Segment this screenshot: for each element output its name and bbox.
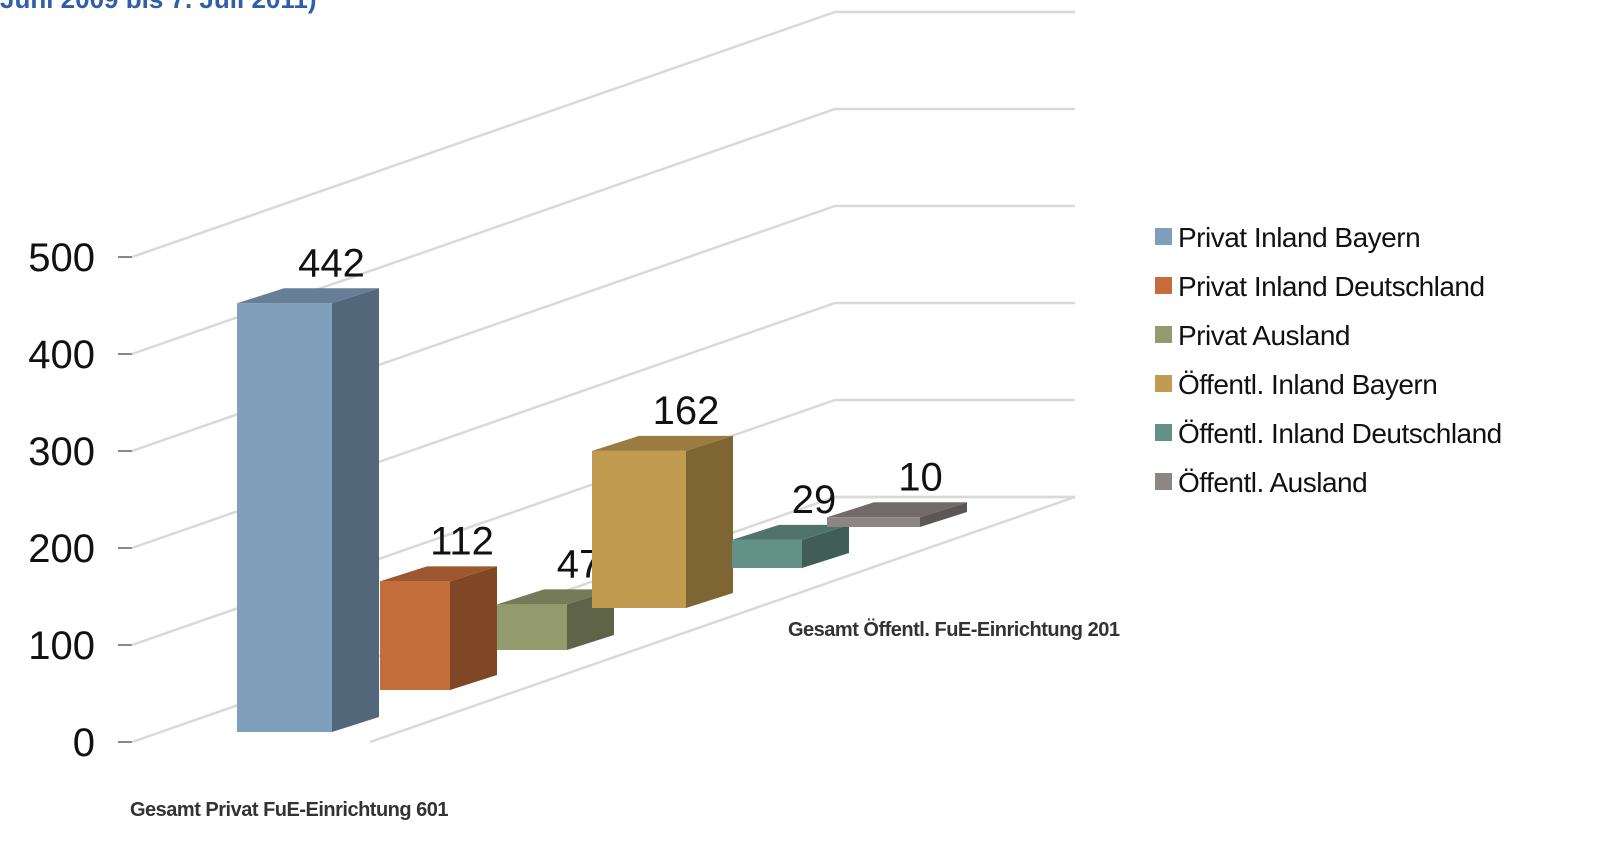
bar-side (920, 502, 967, 527)
y-tick-label: 0 (73, 721, 95, 765)
legend-swatch (1155, 473, 1172, 490)
y-tick-label: 400 (28, 333, 95, 377)
bar (237, 303, 332, 732)
bar (497, 604, 567, 650)
data-label: 29 (792, 478, 837, 522)
bar (732, 539, 802, 568)
legend-swatch (1155, 424, 1172, 441)
legend-label: Privat Inland Deutschland (1178, 271, 1485, 302)
legend-swatch (1155, 228, 1172, 245)
bar-side (332, 288, 379, 732)
legend-swatch (1155, 375, 1172, 392)
chart-title: Juni 2009 bis 7. Juli 2011) (0, 0, 317, 14)
bar-side (686, 435, 733, 608)
bar-top (732, 524, 849, 540)
bar-side (802, 524, 849, 568)
data-label: 442 (298, 241, 365, 285)
data-label: 10 (898, 455, 943, 499)
data-label: 162 (653, 389, 720, 433)
floor-edge (369, 495, 1076, 744)
y-tick-label: 200 (28, 527, 95, 571)
bar-top (827, 502, 967, 518)
legend-label: Öffentl. Inland Deutschland (1178, 418, 1502, 449)
legend-label: Privat Inland Bayern (1178, 222, 1420, 253)
legend-label: Öffentl. Inland Bayern (1178, 369, 1437, 400)
data-label: 112 (430, 519, 494, 563)
bar (592, 450, 686, 608)
y-tick-label: 500 (28, 236, 95, 280)
y-tick-label: 300 (28, 430, 95, 474)
bar (380, 581, 450, 690)
legend-label: Privat Ausland (1178, 320, 1350, 351)
bar-top (497, 589, 614, 605)
bar-side (450, 566, 497, 690)
y-tick-label: 100 (28, 624, 95, 668)
legend-swatch (1155, 277, 1172, 294)
bar (827, 517, 920, 527)
group-label: Gesamt Öffentl. FuE-Einrichtung 201 (788, 618, 1120, 641)
legend-label: Öffentl. Ausland (1178, 467, 1367, 498)
bar-top (592, 435, 733, 451)
legend-swatch (1155, 326, 1172, 343)
bar-top (237, 288, 379, 304)
grid-line (131, 107, 1075, 356)
grid-line (131, 10, 1075, 259)
bar-top (380, 566, 497, 582)
group-label: Gesamt Privat FuE-Einrichtung 601 (130, 799, 448, 821)
